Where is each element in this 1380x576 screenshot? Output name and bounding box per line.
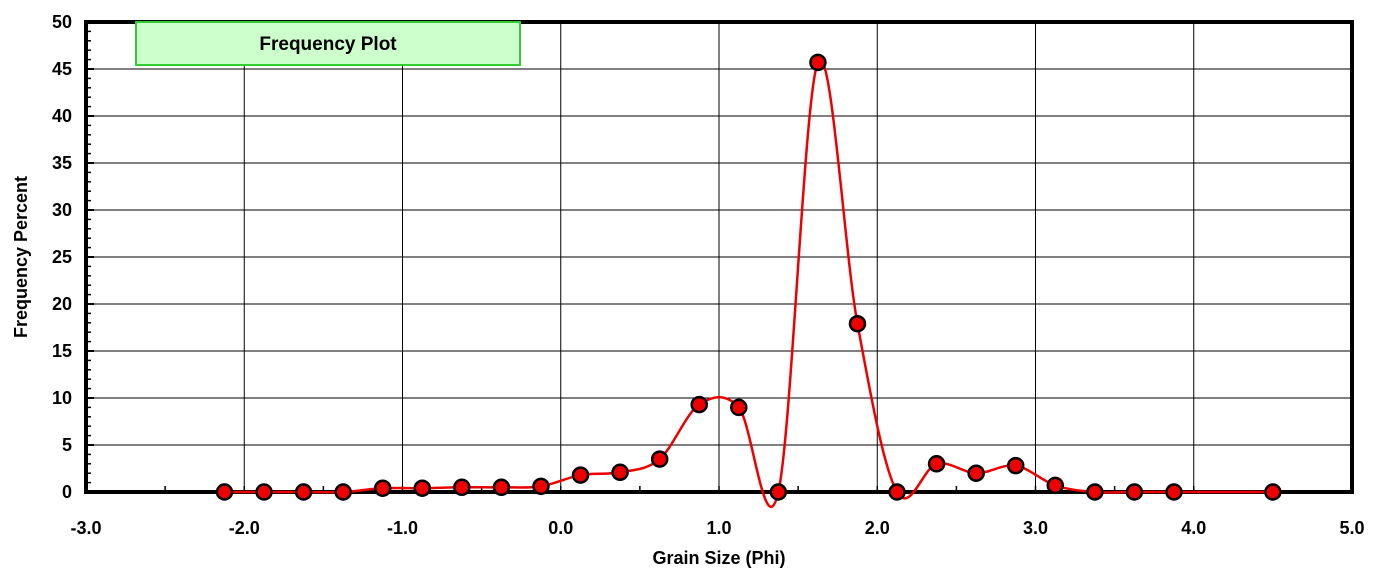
series-line	[224, 58, 1273, 508]
y-tick-label: 25	[52, 247, 72, 267]
y-tick-labels: 0 5 10 15 20 25 30 35 40 45 50	[52, 12, 72, 502]
data-point	[848, 314, 867, 333]
data-point	[492, 478, 511, 497]
data-point	[1046, 476, 1065, 495]
x-tick-label: 3.0	[1023, 518, 1048, 538]
y-tick-label: 40	[52, 106, 72, 126]
data-point	[730, 398, 748, 417]
x-tick-label: -3.0	[70, 518, 101, 538]
data-point	[532, 477, 550, 496]
data-point	[927, 455, 946, 473]
title-box	[135, 21, 521, 66]
data-point	[1264, 483, 1282, 501]
data-point	[215, 483, 234, 501]
y-tick-label: 45	[52, 59, 72, 79]
data-point	[453, 478, 471, 497]
x-tick-label: -2.0	[229, 518, 260, 538]
y-tick-label: 15	[52, 341, 72, 361]
data-point	[255, 483, 273, 501]
data-point	[967, 464, 985, 482]
data-point	[650, 450, 669, 468]
x-tick-label: -1.0	[387, 518, 418, 538]
y-tick-label: 30	[52, 200, 72, 220]
data-point	[809, 53, 827, 72]
y-tick-label: 10	[52, 388, 72, 408]
x-tick-label: 0.0	[548, 518, 573, 538]
axis-ticks	[86, 30, 1274, 492]
data-point	[413, 479, 432, 497]
data-point	[888, 483, 906, 501]
grid-lines	[86, 22, 1352, 492]
x-axis-title: Grain Size (Phi)	[652, 548, 785, 568]
y-axis-title: Frequency Percent	[11, 176, 31, 338]
data-point	[1125, 483, 1144, 501]
data-point	[769, 483, 788, 501]
data-point	[690, 395, 708, 414]
data-point	[334, 483, 352, 501]
y-tick-label: 50	[52, 12, 72, 32]
data-point	[1086, 483, 1104, 501]
y-tick-label: 20	[52, 294, 72, 314]
data-point	[611, 463, 629, 482]
x-tick-label: 1.0	[706, 518, 731, 538]
data-point	[1006, 456, 1025, 475]
y-tick-label: 35	[52, 153, 72, 173]
y-tick-label: 0	[62, 482, 72, 502]
data-point	[294, 483, 313, 501]
data-point	[373, 479, 392, 497]
data-point	[571, 466, 590, 484]
x-tick-label: 2.0	[865, 518, 890, 538]
data-point	[1165, 483, 1183, 501]
x-tick-label: 4.0	[1181, 518, 1206, 538]
y-tick-label: 5	[62, 435, 72, 455]
series-layer	[215, 53, 1282, 508]
plot-area-frame	[84, 20, 1354, 494]
chart-title: Frequency Plot	[259, 34, 397, 55]
x-tick-label: 5.0	[1339, 518, 1364, 538]
x-tick-labels: -3.0 -2.0 -1.0 0.0 1.0 2.0 3.0 4.0 5.0	[70, 518, 1364, 538]
